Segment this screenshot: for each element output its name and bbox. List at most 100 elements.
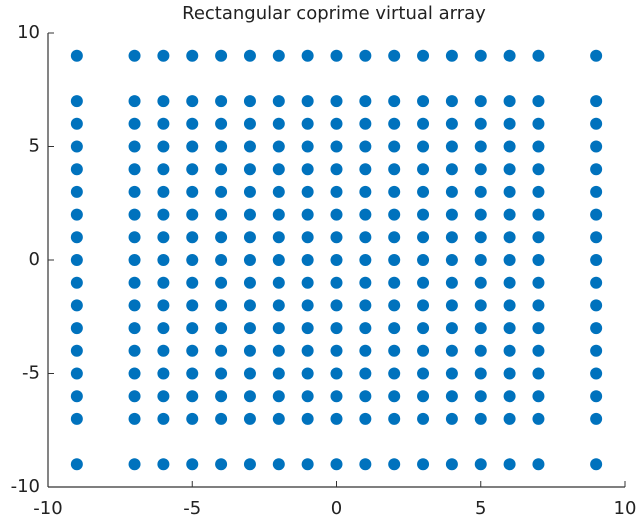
- point: [243, 208, 256, 221]
- point: [128, 231, 141, 244]
- point: [243, 412, 256, 425]
- point: [330, 254, 343, 266]
- point: [301, 412, 314, 425]
- point: [474, 140, 487, 153]
- point: [215, 208, 228, 221]
- point: [157, 208, 170, 221]
- point: [388, 95, 401, 108]
- point: [70, 367, 83, 380]
- point: [70, 208, 83, 221]
- point: [215, 367, 228, 380]
- point: [503, 185, 516, 198]
- point: [186, 344, 199, 357]
- point: [532, 231, 545, 244]
- point: [243, 390, 256, 403]
- point: [157, 117, 170, 130]
- point: [445, 458, 458, 471]
- point: [532, 95, 545, 108]
- point: [330, 140, 343, 153]
- x-tick-label: 10: [614, 498, 637, 519]
- point: [70, 95, 83, 108]
- point: [70, 231, 83, 244]
- point: [301, 95, 314, 108]
- point: [359, 117, 372, 130]
- point: [70, 299, 83, 312]
- point: [301, 344, 314, 357]
- point: [330, 95, 343, 108]
- point: [215, 458, 228, 471]
- point: [128, 49, 141, 62]
- point: [70, 254, 83, 266]
- point: [388, 367, 401, 380]
- point: [590, 208, 603, 221]
- point: [445, 140, 458, 153]
- point: [215, 117, 228, 130]
- point: [445, 254, 458, 266]
- point: [157, 276, 170, 289]
- point: [186, 276, 199, 289]
- point: [243, 95, 256, 108]
- point: [590, 163, 603, 176]
- point: [186, 163, 199, 176]
- point: [301, 254, 314, 266]
- point: [272, 322, 285, 335]
- point: [532, 367, 545, 380]
- point: [474, 254, 487, 266]
- point: [532, 344, 545, 357]
- point: [445, 344, 458, 357]
- point: [128, 163, 141, 176]
- point: [503, 117, 516, 130]
- point: [330, 276, 343, 289]
- point: [330, 322, 343, 335]
- point: [359, 344, 372, 357]
- point: [272, 95, 285, 108]
- point: [590, 412, 603, 425]
- point: [503, 367, 516, 380]
- point: [330, 299, 343, 312]
- point: [388, 390, 401, 403]
- point: [157, 390, 170, 403]
- point: [503, 163, 516, 176]
- point: [503, 299, 516, 312]
- point: [330, 231, 343, 244]
- point: [70, 163, 83, 176]
- point: [186, 254, 199, 266]
- point: [330, 163, 343, 176]
- point: [388, 49, 401, 62]
- point: [590, 254, 603, 266]
- point: [359, 95, 372, 108]
- point: [417, 344, 430, 357]
- point: [186, 299, 199, 312]
- x-tick-label: -10: [33, 498, 62, 519]
- point: [243, 458, 256, 471]
- point: [70, 458, 83, 471]
- point: [128, 208, 141, 221]
- point: [388, 276, 401, 289]
- point: [215, 49, 228, 62]
- point: [417, 117, 430, 130]
- point: [359, 140, 372, 153]
- point: [272, 49, 285, 62]
- point: [330, 344, 343, 357]
- point: [157, 231, 170, 244]
- point: [388, 117, 401, 130]
- point: [503, 276, 516, 289]
- point: [359, 163, 372, 176]
- point: [186, 208, 199, 221]
- point: [590, 185, 603, 198]
- point: [417, 254, 430, 266]
- point: [272, 299, 285, 312]
- point: [445, 367, 458, 380]
- point: [301, 299, 314, 312]
- point: [301, 458, 314, 471]
- point: [215, 276, 228, 289]
- point: [128, 367, 141, 380]
- point: [272, 185, 285, 198]
- point: [215, 322, 228, 335]
- point: [128, 117, 141, 130]
- point: [243, 299, 256, 312]
- point: [474, 390, 487, 403]
- point: [388, 412, 401, 425]
- point: [474, 344, 487, 357]
